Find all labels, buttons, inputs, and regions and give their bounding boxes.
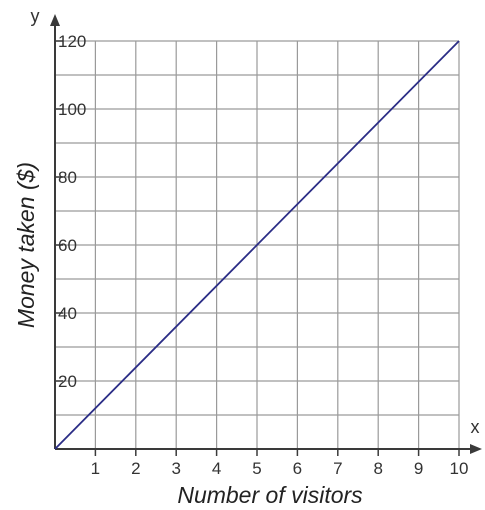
x-tick-label: 9 [414,459,423,478]
y-tick-label: 120 [58,32,86,51]
x-axis-title: Number of visitors [177,482,363,508]
y-tick-label: 40 [58,304,77,323]
x-tick-label: 7 [333,459,342,478]
x-tick-label: 8 [373,459,382,478]
y-tick-label: 60 [58,236,77,255]
series-line [54,40,460,450]
y-tick-label: 80 [58,168,77,187]
series [54,40,460,450]
axes [50,14,482,454]
x-tick-label: 5 [252,459,261,478]
y-axis-letter: y [31,6,40,26]
ticks: 1 2 3 4 5 6 7 8 9 10 20 40 60 80 100 120 [55,32,468,478]
x-tick-label: 6 [293,459,302,478]
y-tick-label: 100 [58,100,86,119]
x-tick-label: 3 [171,459,180,478]
y-tick-label: 20 [58,372,77,391]
x-axis-letter: x [471,417,480,437]
x-axis-arrow [470,444,482,454]
x-tick-label: 10 [450,459,469,478]
x-tick-label: 2 [131,459,140,478]
x-tick-label: 4 [212,459,221,478]
x-tick-label: 1 [91,459,100,478]
y-axis-arrow [50,14,60,26]
y-axis-title: Money taken ($) [13,162,39,328]
